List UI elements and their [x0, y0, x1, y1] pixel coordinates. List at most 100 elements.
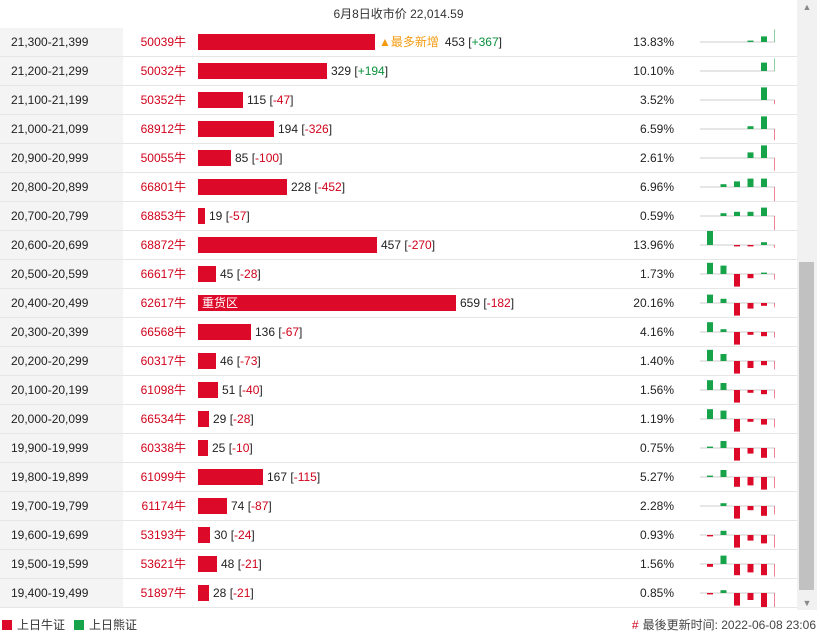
- cbbc-code-link[interactable]: 50055牛: [140, 151, 186, 165]
- bar-value-number: 115: [247, 93, 267, 107]
- table-row[interactable]: 19,700-19,799 61174牛 74 [-87] 2.28%: [0, 492, 797, 521]
- sparkline-bar: [774, 564, 775, 577]
- bar-value-number: 167: [267, 470, 288, 484]
- header-title: 6月8日收市价 22,014.59: [333, 7, 464, 21]
- table-row[interactable]: 19,400-19,499 51897牛 28 [-21] 0.85%: [0, 579, 797, 608]
- sparkline-bar: [774, 390, 775, 399]
- table-row[interactable]: 20,500-20,599 66617牛 45 [-28] 1.73%: [0, 260, 797, 289]
- cbbc-code-link[interactable]: 62617牛: [140, 296, 186, 310]
- strike-range: 20,100-20,199: [0, 376, 123, 404]
- bar-change: -28: [240, 267, 258, 281]
- table-row[interactable]: 19,500-19,599 53621牛 48 [-21] 1.56%: [0, 550, 797, 579]
- cbbc-code-link[interactable]: 53621牛: [140, 557, 186, 571]
- volume-bar: [198, 585, 209, 601]
- table-row[interactable]: 20,200-20,299 60317牛 46 [-73] 1.40%: [0, 347, 797, 376]
- sparkline-bar: [707, 262, 713, 274]
- sparkline-bar: [720, 329, 727, 332]
- volume-bar: [198, 469, 263, 485]
- sparkline-bar: [761, 419, 767, 425]
- table-row[interactable]: 21,100-21,199 50352牛 115 [-47] 3.52%: [0, 86, 797, 115]
- cbbc-code-link[interactable]: 60338牛: [140, 441, 186, 455]
- cbbc-code-link[interactable]: 50039牛: [140, 35, 186, 49]
- table-row[interactable]: 20,600-20,699 68872牛 457 [-270] 13.96%: [0, 231, 797, 260]
- cbbc-code-link[interactable]: 66801牛: [140, 180, 186, 194]
- table-row[interactable]: 21,300-21,399 50039牛 ▲最多新增 453 [+367] 13.83%: [0, 28, 797, 57]
- volume-bar: [198, 150, 231, 166]
- sparkline-bar: [774, 593, 775, 607]
- bar-value-number: 30: [214, 528, 228, 542]
- cbbc-code-link[interactable]: 50032牛: [140, 64, 186, 78]
- cbbc-code-link[interactable]: 60317牛: [140, 354, 186, 368]
- bar-cell: 48 [-21]: [198, 550, 618, 578]
- bar-cell: 46 [-73]: [198, 347, 618, 375]
- sparkline-bar: [774, 29, 775, 42]
- percent-share: 1.40%: [639, 354, 674, 368]
- cbbc-distribution-table: 21,300-21,399 50039牛 ▲最多新增 453 [+367] 13.83%…: [0, 28, 797, 608]
- history-sparkline: [700, 503, 775, 519]
- table-row[interactable]: 20,700-20,799 68853牛 19 [-57] 0.59%: [0, 202, 797, 231]
- sparkline-bar: [734, 274, 740, 287]
- scroll-thumb[interactable]: [799, 262, 814, 590]
- cbbc-code-link[interactable]: 66568牛: [140, 325, 186, 339]
- history-sparkline: [700, 470, 775, 490]
- table-row[interactable]: 20,400-20,499 62617牛 重货区 659 [-182] 20.16%: [0, 289, 797, 318]
- sparkline-bar: [734, 361, 740, 374]
- bar-cell: 28 [-21]: [198, 579, 618, 607]
- table-row[interactable]: 21,200-21,299 50032牛 329 [+194] 10.10%: [0, 57, 797, 86]
- table-row[interactable]: 20,100-20,199 61098牛 51 [-40] 1.56%: [0, 376, 797, 405]
- bar-cell: 329 [+194]: [198, 57, 618, 85]
- cbbc-code-link[interactable]: 61098牛: [140, 383, 186, 397]
- percent-share: 13.96%: [633, 238, 674, 252]
- sparkline-bar: [774, 58, 775, 71]
- table-row[interactable]: 20,800-20,899 66801牛 228 [-452] 6.96%: [0, 173, 797, 202]
- cbbc-code-link[interactable]: 50352牛: [140, 93, 186, 107]
- volume-bar: [198, 237, 377, 253]
- cbbc-code-link[interactable]: 51897牛: [140, 586, 186, 600]
- sparkline-bar: [747, 245, 754, 247]
- table-row[interactable]: 19,800-19,899 61099牛 167 [-115] 5.27%: [0, 463, 797, 492]
- scrollbar[interactable]: ▲ ▼: [797, 0, 817, 610]
- table-row[interactable]: 20,000-20,099 66534牛 29 [-28] 1.19%: [0, 405, 797, 434]
- sparkline-bar: [747, 152, 754, 158]
- bar-value: 30 [-24]: [214, 528, 255, 542]
- cbbc-code-link[interactable]: 68853牛: [140, 209, 186, 223]
- bar-value-number: 25: [212, 441, 226, 455]
- sparkline-bar: [761, 178, 767, 187]
- bar-change: -100: [255, 151, 280, 165]
- cbbc-code-link[interactable]: 68912牛: [140, 122, 186, 136]
- scroll-down-arrow-icon[interactable]: ▼: [802, 598, 812, 608]
- bar-value: 85 [-100]: [235, 151, 283, 165]
- table-row[interactable]: 19,900-19,999 60338牛 25 [-10] 0.75%: [0, 434, 797, 463]
- bar-value-number: 46: [220, 354, 234, 368]
- cbbc-code-link[interactable]: 66534牛: [140, 412, 186, 426]
- cbbc-code-link[interactable]: 66617牛: [140, 267, 186, 281]
- bar-cell: 85 [-100]: [198, 144, 618, 172]
- cbbc-code-link[interactable]: 61174牛: [141, 499, 186, 513]
- cbbc-code-link[interactable]: 53193牛: [140, 528, 186, 542]
- sparkline-bar: [761, 361, 767, 366]
- table-row[interactable]: 21,000-21,099 68912牛 194 [-326] 6.59%: [0, 115, 797, 144]
- cbbc-code-link[interactable]: 61099牛: [140, 470, 186, 484]
- volume-bar: [198, 527, 210, 543]
- percent-share: 0.85%: [639, 586, 674, 600]
- most-added-tag: ▲最多新增: [379, 35, 439, 49]
- cbbc-code-link[interactable]: 68872牛: [140, 238, 186, 252]
- table-row[interactable]: 20,900-20,999 50055牛 85 [-100] 2.61%: [0, 144, 797, 173]
- history-sparkline: [700, 349, 775, 374]
- sparkline-bar: [761, 303, 767, 306]
- sparkline-bar: [774, 477, 775, 489]
- percent-share: 1.19%: [639, 412, 674, 426]
- bar-value-number: 45: [220, 267, 234, 281]
- scroll-up-arrow-icon[interactable]: ▲: [802, 2, 812, 12]
- percent-share: 1.56%: [639, 383, 674, 397]
- sparkline-bar: [720, 410, 727, 419]
- table-row[interactable]: 20,300-20,399 66568牛 136 [-67] 4.16%: [0, 318, 797, 347]
- sparkline-bar: [720, 354, 727, 361]
- table-row[interactable]: 19,600-19,699 53193牛 30 [-24] 0.93%: [0, 521, 797, 550]
- percent-share: 1.73%: [639, 267, 674, 281]
- sparkline-bar: [747, 211, 754, 216]
- strike-range: 19,700-19,799: [0, 492, 123, 520]
- legend-bear: 上日熊证: [74, 618, 137, 632]
- bar-value-number: 19: [209, 209, 223, 223]
- sparkline-bar: [720, 503, 727, 506]
